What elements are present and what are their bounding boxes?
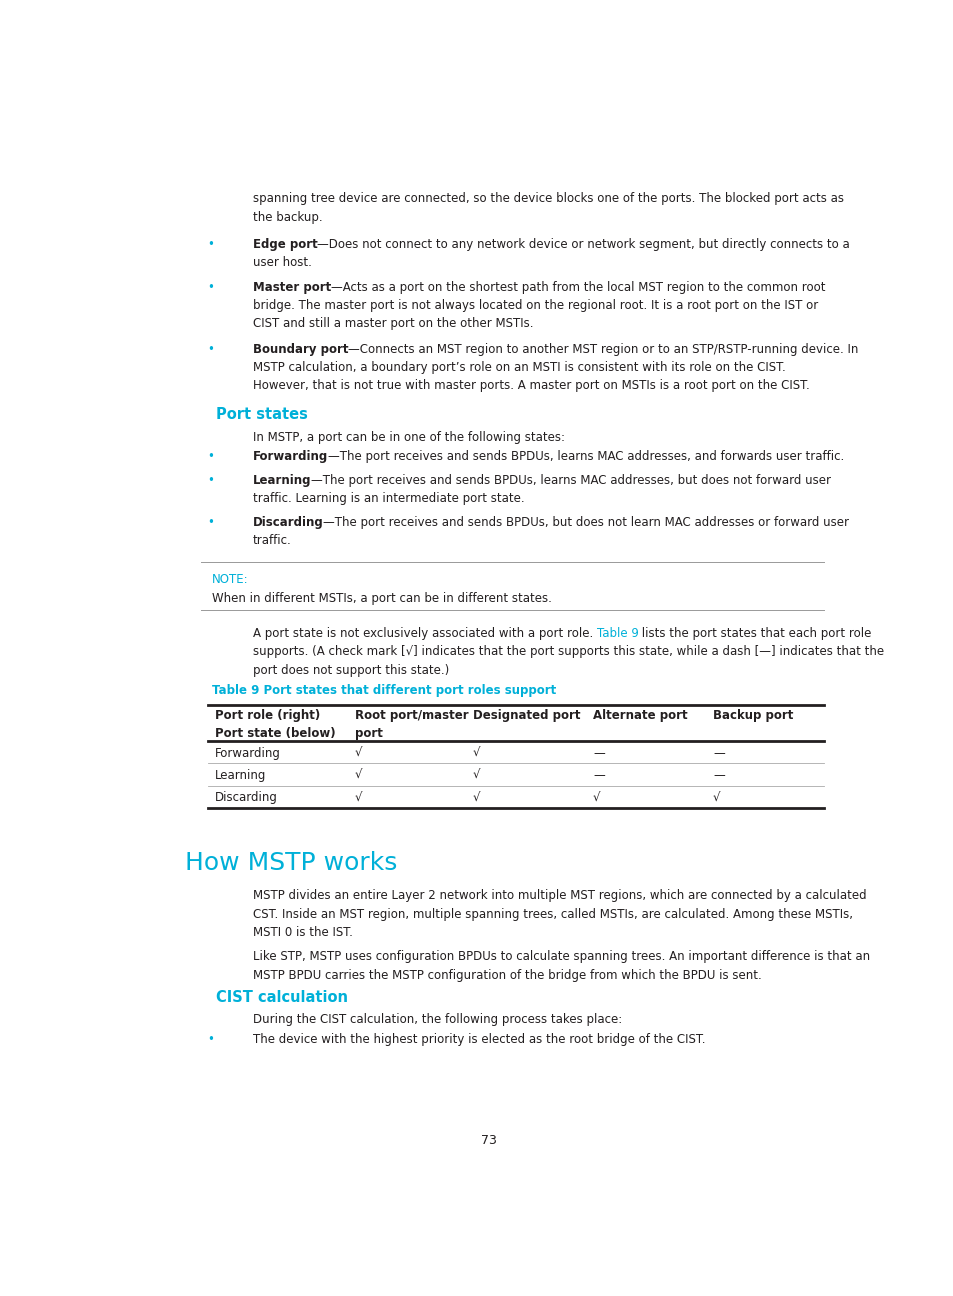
Text: √: √	[712, 792, 720, 805]
Text: However, that is not true with master ports. A master port on MSTIs is a root po: However, that is not true with master po…	[253, 378, 808, 393]
Text: During the CIST calculation, the following process takes place:: During the CIST calculation, the followi…	[253, 1013, 621, 1026]
Text: √: √	[473, 769, 480, 781]
Text: Backup port: Backup port	[712, 709, 793, 722]
Text: —Acts as a port on the shortest path from the local MST region to the common roo: —Acts as a port on the shortest path fro…	[331, 281, 824, 294]
Text: How MSTP works: How MSTP works	[185, 850, 397, 875]
Text: supports. (A check mark [√] indicates that the port supports this state, while a: supports. (A check mark [√] indicates th…	[253, 645, 882, 658]
Text: —: —	[712, 746, 724, 759]
Text: Designated port: Designated port	[473, 709, 580, 722]
Text: In MSTP, a port can be in one of the following states:: In MSTP, a port can be in one of the fol…	[253, 430, 564, 443]
Text: Forwarding: Forwarding	[214, 746, 280, 759]
Text: port does not support this state.): port does not support this state.)	[253, 664, 448, 677]
Text: Edge port: Edge port	[253, 237, 317, 250]
Text: Table 9: Table 9	[596, 627, 638, 640]
Text: •: •	[207, 474, 213, 487]
Text: Port states: Port states	[216, 407, 308, 422]
Text: Like STP, MSTP uses configuration BPDUs to calculate spanning trees. An importan: Like STP, MSTP uses configuration BPDUs …	[253, 950, 869, 963]
Text: MSTI 0 is the IST.: MSTI 0 is the IST.	[253, 927, 352, 940]
Text: Discarding: Discarding	[253, 516, 323, 529]
Text: —: —	[593, 769, 604, 781]
Text: —The port receives and sends BPDUs, learns MAC addresses, but does not forward u: —The port receives and sends BPDUs, lear…	[311, 474, 830, 487]
Text: Learning: Learning	[214, 769, 266, 781]
Text: •: •	[207, 237, 213, 250]
Text: √: √	[473, 746, 480, 759]
Text: —The port receives and sends BPDUs, learns MAC addresses, and forwards user traf: —The port receives and sends BPDUs, lear…	[328, 450, 843, 463]
Text: —: —	[712, 769, 724, 781]
Text: Master port: Master port	[253, 281, 331, 294]
Text: —The port receives and sends BPDUs, but does not learn MAC addresses or forward : —The port receives and sends BPDUs, but …	[323, 516, 848, 529]
Text: The device with the highest priority is elected as the root bridge of the CIST.: The device with the highest priority is …	[253, 1033, 704, 1046]
Text: √: √	[355, 746, 362, 759]
Text: √: √	[355, 792, 362, 805]
Text: •: •	[207, 450, 213, 463]
Text: —Connects an MST region to another MST region or to an STP/RSTP-running device. : —Connects an MST region to another MST r…	[348, 342, 858, 355]
Text: MSTP BPDU carries the MSTP configuration of the bridge from which the BPDU is se: MSTP BPDU carries the MSTP configuration…	[253, 968, 760, 981]
Text: •: •	[207, 342, 213, 355]
Text: —: —	[593, 746, 604, 759]
Text: √: √	[355, 769, 362, 781]
Text: √: √	[473, 792, 480, 805]
Text: Boundary port: Boundary port	[253, 342, 348, 355]
Text: Alternate port: Alternate port	[593, 709, 687, 722]
Text: Forwarding: Forwarding	[253, 450, 328, 463]
Text: •: •	[207, 516, 213, 529]
Text: Discarding: Discarding	[214, 792, 277, 805]
Text: NOTE:: NOTE:	[212, 573, 249, 586]
Text: user host.: user host.	[253, 255, 311, 268]
Text: CST. Inside an MST region, multiple spanning trees, called MSTIs, are calculated: CST. Inside an MST region, multiple span…	[253, 907, 852, 920]
Text: •: •	[207, 1033, 213, 1046]
Text: traffic.: traffic.	[253, 534, 291, 547]
Text: 73: 73	[480, 1134, 497, 1147]
Text: bridge. The master port is not always located on the regional root. It is a root: bridge. The master port is not always lo…	[253, 299, 817, 312]
Text: MSTP calculation, a boundary port’s role on an MSTI is consistent with its role : MSTP calculation, a boundary port’s role…	[253, 360, 784, 373]
Text: CIST calculation: CIST calculation	[216, 990, 348, 1006]
Text: When in different MSTIs, a port can be in different states.: When in different MSTIs, a port can be i…	[212, 592, 552, 605]
Text: Learning: Learning	[253, 474, 311, 487]
Text: the backup.: the backup.	[253, 211, 322, 224]
Text: lists the port states that each port role: lists the port states that each port rol…	[638, 627, 871, 640]
Text: CIST and still a master port on the other MSTIs.: CIST and still a master port on the othe…	[253, 318, 533, 330]
Text: Port role (right)
Port state (below): Port role (right) Port state (below)	[214, 709, 335, 740]
Text: •: •	[207, 281, 213, 294]
Text: Table 9 Port states that different port roles support: Table 9 Port states that different port …	[212, 683, 556, 697]
Text: √: √	[593, 792, 599, 805]
Text: A port state is not exclusively associated with a port role.: A port state is not exclusively associat…	[253, 627, 596, 640]
Text: spanning tree device are connected, so the device blocks one of the ports. The b: spanning tree device are connected, so t…	[253, 193, 842, 206]
Text: MSTP divides an entire Layer 2 network into multiple MST regions, which are conn: MSTP divides an entire Layer 2 network i…	[253, 889, 865, 902]
Text: Root port/master
port: Root port/master port	[355, 709, 468, 740]
Text: traffic. Learning is an intermediate port state.: traffic. Learning is an intermediate por…	[253, 492, 523, 505]
Text: —Does not connect to any network device or network segment, but directly connect: —Does not connect to any network device …	[317, 237, 849, 250]
